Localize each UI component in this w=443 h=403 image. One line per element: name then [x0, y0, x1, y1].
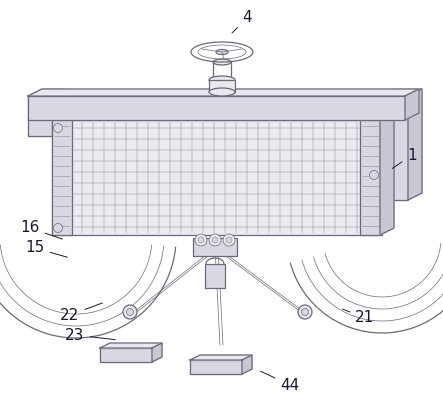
Text: 16: 16 [20, 220, 62, 239]
Polygon shape [28, 89, 419, 96]
Text: 44: 44 [260, 371, 299, 393]
Ellipse shape [195, 234, 207, 246]
Ellipse shape [223, 234, 235, 246]
Text: 4: 4 [232, 10, 252, 33]
Polygon shape [190, 355, 252, 360]
Ellipse shape [209, 88, 235, 96]
Polygon shape [190, 360, 242, 374]
Polygon shape [100, 343, 162, 348]
Text: 21: 21 [342, 309, 375, 326]
Ellipse shape [212, 237, 218, 243]
Ellipse shape [127, 309, 133, 316]
Polygon shape [405, 89, 419, 120]
Ellipse shape [209, 234, 221, 246]
Ellipse shape [213, 59, 231, 65]
Text: 15: 15 [25, 241, 67, 257]
Text: 1: 1 [392, 147, 417, 168]
Polygon shape [380, 89, 422, 96]
Ellipse shape [198, 237, 204, 243]
Polygon shape [380, 113, 394, 235]
Bar [360, 120, 382, 235]
Polygon shape [408, 89, 422, 200]
Text: 22: 22 [60, 303, 102, 322]
Ellipse shape [298, 305, 312, 319]
Polygon shape [28, 89, 66, 96]
Ellipse shape [54, 123, 62, 133]
Bar [193, 238, 237, 256]
Ellipse shape [226, 237, 232, 243]
Polygon shape [28, 96, 405, 120]
Bar [209, 80, 235, 92]
Ellipse shape [54, 224, 62, 233]
Polygon shape [100, 348, 152, 362]
Polygon shape [52, 113, 394, 120]
Ellipse shape [302, 309, 308, 316]
Bar [52, 120, 72, 235]
Ellipse shape [209, 76, 235, 84]
Polygon shape [28, 96, 52, 136]
Bar [52, 120, 380, 235]
Text: 23: 23 [65, 328, 115, 343]
Polygon shape [380, 96, 408, 200]
Ellipse shape [216, 50, 228, 54]
Polygon shape [242, 355, 252, 374]
Ellipse shape [369, 170, 378, 179]
Bar [205, 264, 225, 288]
Polygon shape [152, 343, 162, 362]
Ellipse shape [123, 305, 137, 319]
